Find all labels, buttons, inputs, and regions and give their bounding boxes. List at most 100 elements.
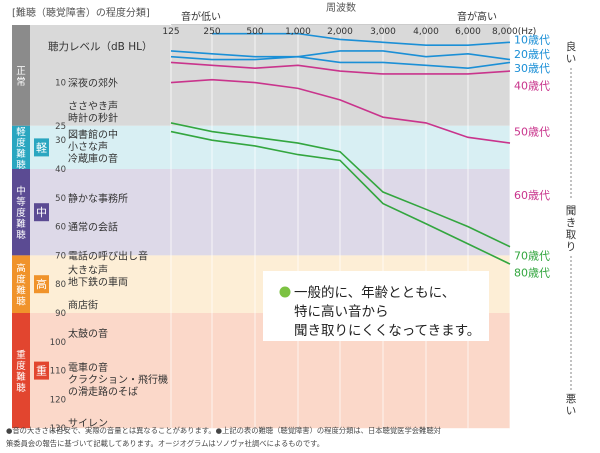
- y-tick-label: 30: [55, 136, 66, 146]
- y-tick-label: 120: [50, 395, 66, 405]
- band-badge-2: [34, 203, 49, 222]
- x-axis: 125 250 500 1,000 2,000 3,000 4,000 6,000 8,000(…: [162, 24, 536, 37]
- y-tick-label: 50: [55, 194, 66, 204]
- note-line-1: 一般的に、年齢とともに、: [294, 285, 455, 301]
- sound-example-label: 商店街: [68, 298, 98, 311]
- sound-example-label: 電車の音: [68, 361, 108, 374]
- band-name-char: 難: [16, 218, 26, 230]
- sound-example-label: 通常の会話: [68, 221, 118, 234]
- side-strip-3: [12, 255, 30, 313]
- x-high-label: 音が高い: [457, 10, 497, 23]
- note-box: 一般的に、年齢とともに、 特に高い音から 聞き取りにくくなってきます。: [263, 271, 489, 341]
- y-tick-label: 110: [50, 367, 66, 377]
- x-tick-label: 6,000: [455, 27, 481, 37]
- right-label-bg: [564, 390, 578, 418]
- chart-title: [難聴（聴覚障害）の程度分類]: [12, 6, 150, 19]
- sound-example-label: 深夜の郊外: [68, 77, 118, 90]
- right-mid-label: 聞: [566, 205, 577, 217]
- series-lines: [170, 32, 511, 265]
- y-tick-label: 130: [50, 424, 66, 434]
- series-label: 40歳代: [514, 79, 550, 92]
- right-label-bg: [564, 38, 578, 66]
- band-name-char: 度: [16, 274, 26, 286]
- right-top-label: 良: [566, 40, 577, 53]
- sound-example-label: 静かな事務所: [68, 192, 128, 205]
- grid-lines: [170, 25, 511, 429]
- band-name-char: 難: [16, 285, 26, 297]
- band-name-char: 度: [16, 137, 26, 149]
- band-badge-1: [34, 138, 49, 157]
- series-line-50歳代: [170, 78, 511, 144]
- band-name-char: 軽: [16, 127, 26, 138]
- band-name-char: 度: [16, 207, 26, 219]
- x-tick-label: 1,000: [285, 27, 311, 37]
- series-line-10歳代: [212, 32, 511, 46]
- sound-example-labels: 深夜の郊外ささやき声時計の秒針図書館の中小さな声冷蔵庫の音静かな事務所通常の会話…: [68, 77, 168, 430]
- band-badge-label: 軽: [36, 141, 47, 154]
- side-strip-0: [12, 25, 30, 126]
- sound-example-label: サイレン: [68, 417, 108, 429]
- series-line-70歳代: [170, 122, 511, 248]
- series-label: 10歳代: [514, 33, 550, 46]
- right-bottom-label: 悪: [566, 393, 577, 405]
- x-tick-label: 250: [203, 27, 220, 37]
- sound-example-label: 太鼓の音: [68, 327, 108, 340]
- band-name-char: 度: [16, 360, 26, 372]
- series-label: 50歳代: [514, 126, 550, 139]
- right-mid-label: り: [566, 241, 577, 253]
- series-line-30歳代: [170, 55, 511, 70]
- band-name-char: 常: [16, 76, 26, 88]
- sound-example-label: 大きな声: [68, 264, 108, 277]
- series-line-80歳代: [170, 130, 511, 265]
- sound-example-label: 小さな声: [68, 140, 108, 153]
- x-tick-label: 125: [162, 27, 179, 37]
- y-tick-label: 80: [55, 280, 66, 290]
- band-name-char: 重: [16, 349, 26, 361]
- band-name-char: 等: [16, 196, 26, 208]
- band-name-char: 聴: [16, 297, 26, 308]
- y-tick-label: 60: [55, 223, 66, 233]
- band-name-char: 聴: [16, 383, 26, 394]
- sound-example-label: ささやき声: [68, 99, 118, 112]
- side-strip-1: [12, 125, 30, 169]
- note-box-bg: [263, 271, 489, 341]
- sound-example-label: の滑走路のそば: [68, 385, 138, 398]
- band-name-char: 聴: [16, 230, 26, 241]
- sound-example-label: 時計の秒針: [68, 111, 118, 124]
- y-tick-label: 90: [55, 309, 66, 319]
- band-name-char: 難: [16, 371, 26, 383]
- sound-example-label: 冷蔵庫の音: [68, 152, 118, 165]
- side-strip-2: [12, 169, 30, 256]
- y-axis-title: 聴力レベル（dB HL）: [48, 40, 152, 53]
- right-top-label: い: [566, 53, 577, 65]
- footnote-line-2: 策委員会の報告に基づいて記載してあります。オージオグラムはソノヴァ社調べによるも…: [6, 439, 324, 448]
- band-badge-label: 高: [36, 277, 47, 291]
- note-line-2: 特に高い音から: [294, 303, 389, 320]
- band-0: [12, 25, 510, 126]
- x-tick-label: 8,000(Hz): [492, 27, 536, 37]
- series-label: 60歳代: [514, 189, 550, 202]
- band-badge-label: 中: [36, 206, 47, 219]
- series-line-40歳代: [170, 61, 511, 75]
- x-tick-label: 3,000: [370, 27, 396, 37]
- sound-example-label: 図書館の中: [68, 128, 118, 141]
- note-bullet-icon: [279, 286, 291, 298]
- band-badge-4: [34, 361, 49, 380]
- sound-example-label: 地下鉄の車両: [68, 276, 128, 289]
- band-2: [12, 169, 510, 256]
- y-tick-label: 70: [55, 251, 66, 261]
- band-badge-label: 重: [36, 364, 47, 378]
- series-label: 20歳代: [514, 48, 550, 61]
- sound-example-label: 電話の呼び出し音: [68, 249, 148, 262]
- y-tick-label: 25: [55, 122, 66, 132]
- right-bottom-label: い: [566, 405, 577, 417]
- right-mid-label: 取: [566, 229, 577, 241]
- y-tick-label: 40: [55, 165, 66, 175]
- series-label: 70歳代: [514, 249, 550, 262]
- series-label: 80歳代: [514, 267, 550, 280]
- x-header: 周波数: [326, 1, 356, 14]
- series-line-20歳代: [170, 50, 511, 61]
